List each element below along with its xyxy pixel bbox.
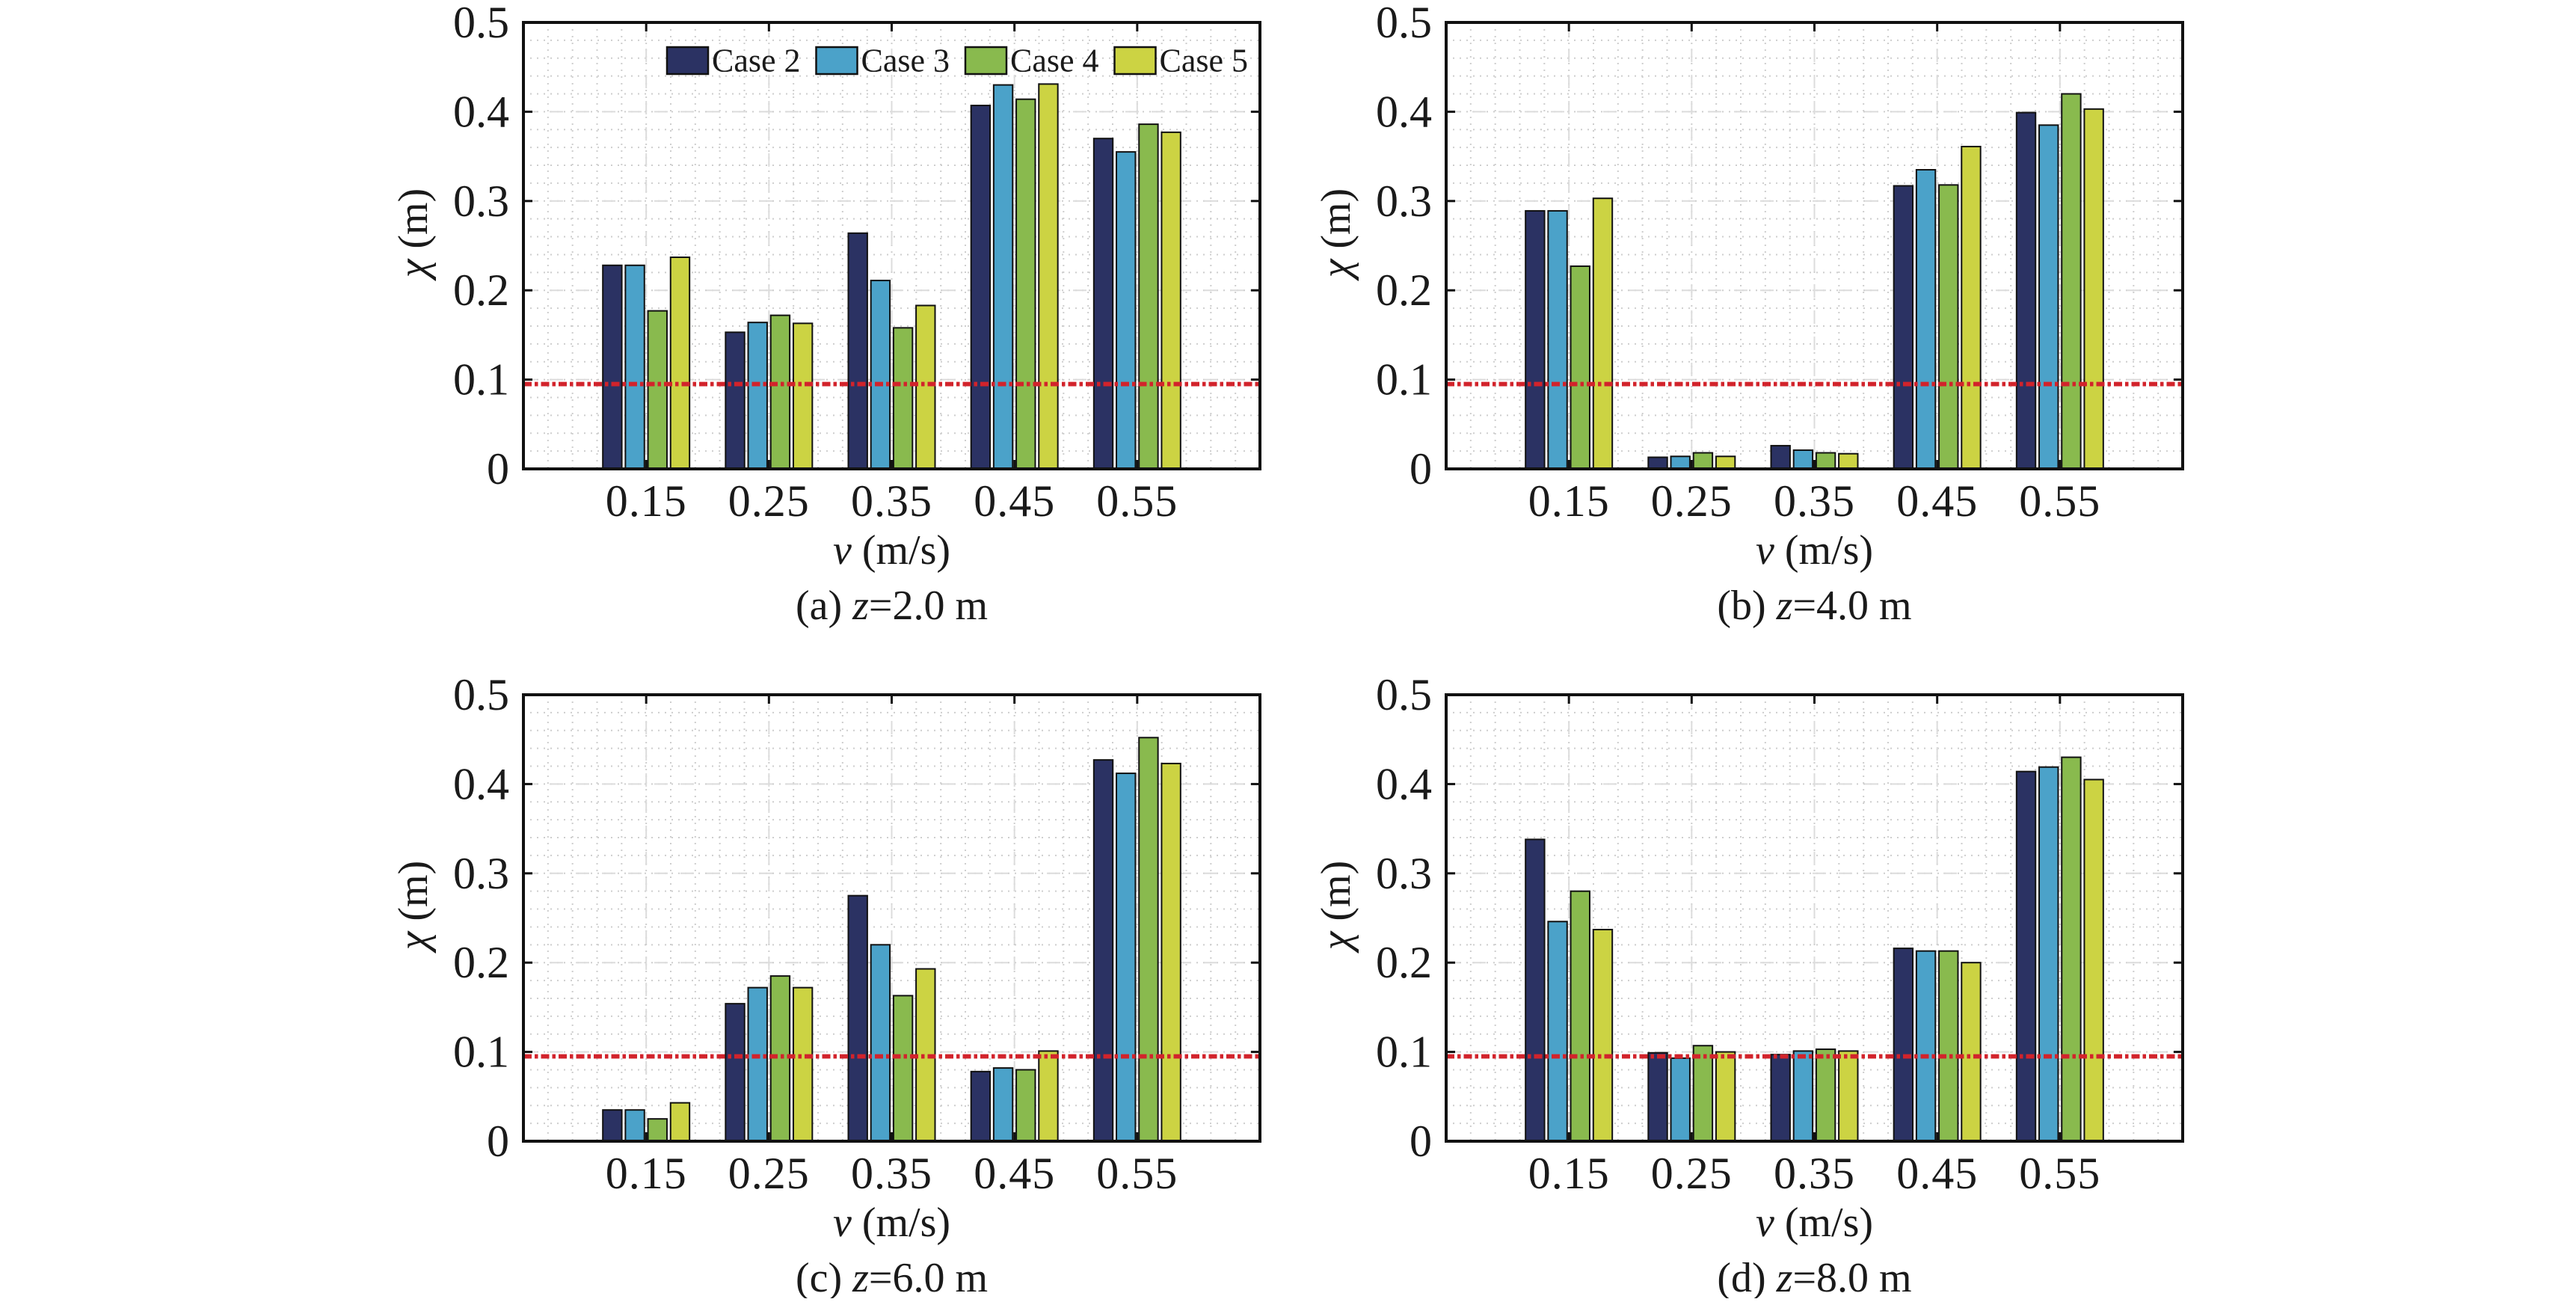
svg-text:0.1: 0.1 <box>1376 355 1432 405</box>
svg-text:0: 0 <box>487 1117 509 1166</box>
svg-text:0.15: 0.15 <box>606 476 687 526</box>
svg-text:v (m/s): v (m/s) <box>833 1200 950 1246</box>
svg-text:0.5: 0.5 <box>453 0 509 47</box>
svg-text:0.35: 0.35 <box>851 476 932 526</box>
svg-text:0.55: 0.55 <box>1096 476 1178 526</box>
svg-text:0.5: 0.5 <box>1376 0 1432 47</box>
svg-text:χ (m): χ (m) <box>1313 188 1359 282</box>
svg-text:0: 0 <box>1410 1117 1432 1166</box>
svg-text:0.45: 0.45 <box>974 1149 1055 1198</box>
svg-text:0.55: 0.55 <box>1096 1149 1178 1198</box>
svg-text:0.25: 0.25 <box>728 476 810 526</box>
svg-text:0.2: 0.2 <box>453 265 509 315</box>
svg-text:Case 4: Case 4 <box>1010 43 1099 79</box>
svg-text:(b) z=4.0 m: (b) z=4.0 m <box>1717 583 1911 629</box>
svg-text:0.55: 0.55 <box>2019 1149 2100 1198</box>
svg-text:(a) z=2.0 m: (a) z=2.0 m <box>796 583 988 629</box>
svg-text:0.4: 0.4 <box>453 759 509 808</box>
svg-text:0.25: 0.25 <box>728 1149 810 1198</box>
svg-text:0.45: 0.45 <box>1896 1149 1978 1198</box>
svg-text:0.5: 0.5 <box>453 670 509 719</box>
svg-text:0.1: 0.1 <box>453 1028 509 1077</box>
svg-text:0.1: 0.1 <box>453 355 509 405</box>
svg-text:χ (m): χ (m) <box>390 861 437 954</box>
svg-text:0.15: 0.15 <box>606 1149 687 1198</box>
svg-text:0.35: 0.35 <box>851 1149 932 1198</box>
svg-text:0.4: 0.4 <box>1376 759 1432 808</box>
svg-text:0: 0 <box>487 444 509 494</box>
svg-text:0.15: 0.15 <box>1528 1149 1610 1198</box>
svg-text:χ (m): χ (m) <box>390 188 437 282</box>
svg-text:0.3: 0.3 <box>453 176 509 226</box>
svg-text:0.5: 0.5 <box>1376 670 1432 719</box>
svg-text:0.2: 0.2 <box>453 938 509 987</box>
svg-text:0.2: 0.2 <box>1376 938 1432 987</box>
svg-text:0.25: 0.25 <box>1651 1149 1733 1198</box>
svg-text:Case 2: Case 2 <box>712 43 801 79</box>
svg-text:0.35: 0.35 <box>1774 1149 1855 1198</box>
svg-text:Case 5: Case 5 <box>1160 43 1249 79</box>
svg-text:(d) z=8.0 m: (d) z=8.0 m <box>1717 1255 1911 1298</box>
svg-text:Case 3: Case 3 <box>861 43 950 79</box>
svg-text:0.15: 0.15 <box>1528 476 1610 526</box>
svg-text:χ (m): χ (m) <box>1313 861 1359 954</box>
svg-text:0: 0 <box>1410 444 1432 494</box>
svg-text:0.45: 0.45 <box>974 476 1055 526</box>
svg-text:0.2: 0.2 <box>1376 265 1432 315</box>
svg-text:0.35: 0.35 <box>1774 476 1855 526</box>
svg-text:0.45: 0.45 <box>1896 476 1978 526</box>
svg-text:0.4: 0.4 <box>453 87 509 136</box>
svg-text:0.1: 0.1 <box>1376 1028 1432 1077</box>
svg-text:v (m/s): v (m/s) <box>1756 527 1873 574</box>
svg-text:0.55: 0.55 <box>2019 476 2100 526</box>
svg-text:0.3: 0.3 <box>1376 849 1432 898</box>
svg-text:0.4: 0.4 <box>1376 87 1432 136</box>
svg-text:v (m/s): v (m/s) <box>833 527 950 574</box>
svg-text:v (m/s): v (m/s) <box>1756 1200 1873 1246</box>
svg-text:0.3: 0.3 <box>1376 176 1432 226</box>
svg-text:(c) z=6.0 m: (c) z=6.0 m <box>796 1255 988 1298</box>
svg-text:0.25: 0.25 <box>1651 476 1733 526</box>
svg-text:0.3: 0.3 <box>453 849 509 898</box>
